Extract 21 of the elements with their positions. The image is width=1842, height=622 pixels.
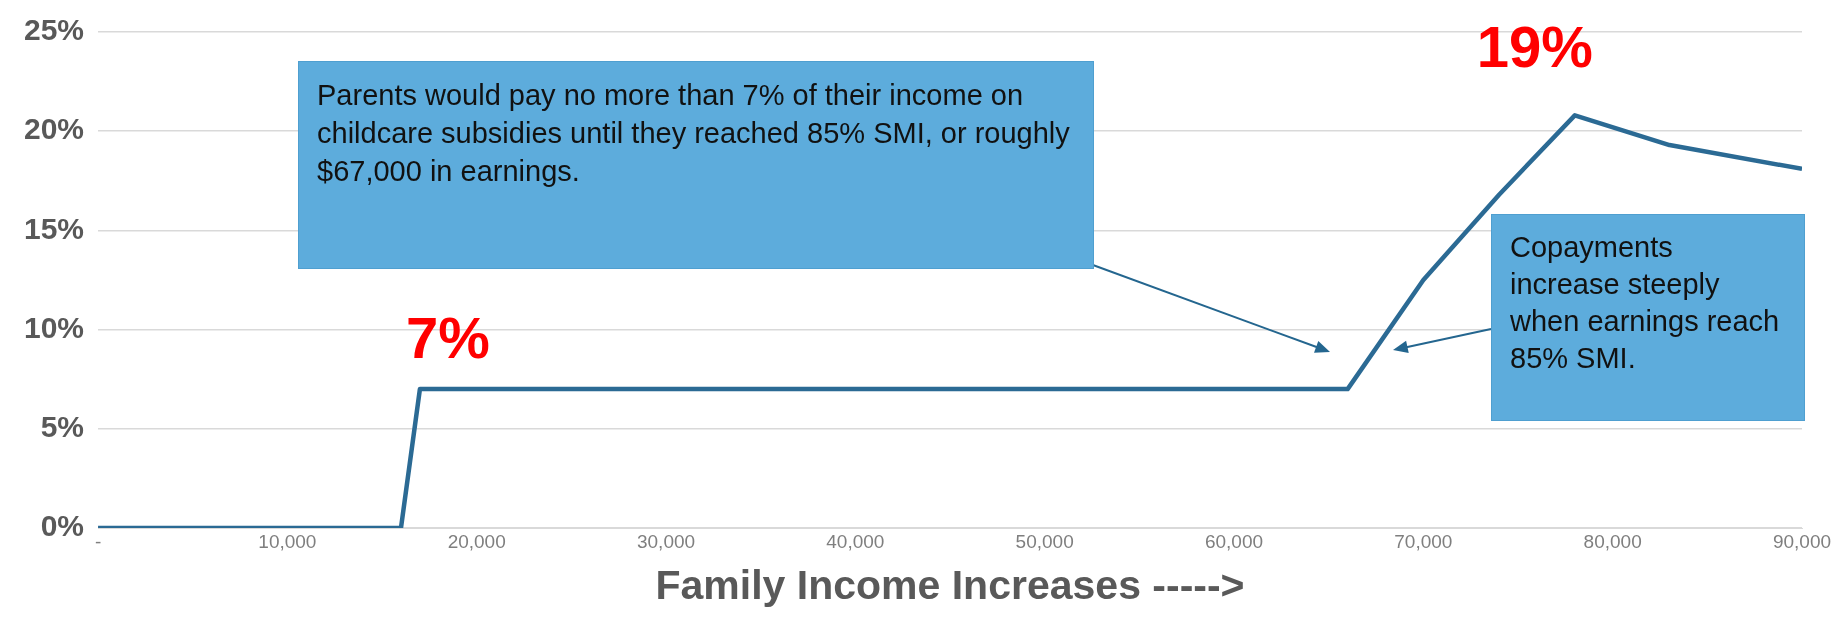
x-tick-label: 90,000 — [1772, 530, 1832, 552]
annotation: 19% — [1476, 14, 1593, 80]
y-tick-label: 20% — [24, 112, 85, 146]
x-tick-label: 10,000 — [258, 530, 317, 552]
x-tick-label: 40,000 — [826, 530, 885, 552]
annotation: 7% — [405, 305, 490, 371]
y-tick-label: 0% — [40, 509, 85, 543]
x-tick-label: 50,000 — [1015, 530, 1074, 552]
y-tick-label: 10% — [24, 310, 85, 344]
x-tick-label: 20,000 — [447, 530, 506, 552]
x-axis-title: Family Income Increases -----> — [655, 561, 1245, 608]
x-tick-label: 80,000 — [1583, 530, 1642, 552]
x-tick-label: - — [94, 530, 102, 552]
y-tick-label: 5% — [40, 410, 85, 444]
x-tick-label: 60,000 — [1204, 530, 1264, 552]
x-tick-label: 30,000 — [636, 530, 696, 552]
y-tick-label: 25% — [24, 13, 85, 47]
x-tick-label: 70,000 — [1394, 530, 1453, 552]
callout-box: Copayments increase steeply when earnings reach 85% SMI. — [1491, 214, 1805, 421]
y-tick-label: 15% — [24, 211, 85, 245]
callout-box: Parents would pay no more than 7% of their income on childcare subsidies until they reached 85% SMI, or roughly $67,000 in earnings. — [298, 61, 1094, 269]
